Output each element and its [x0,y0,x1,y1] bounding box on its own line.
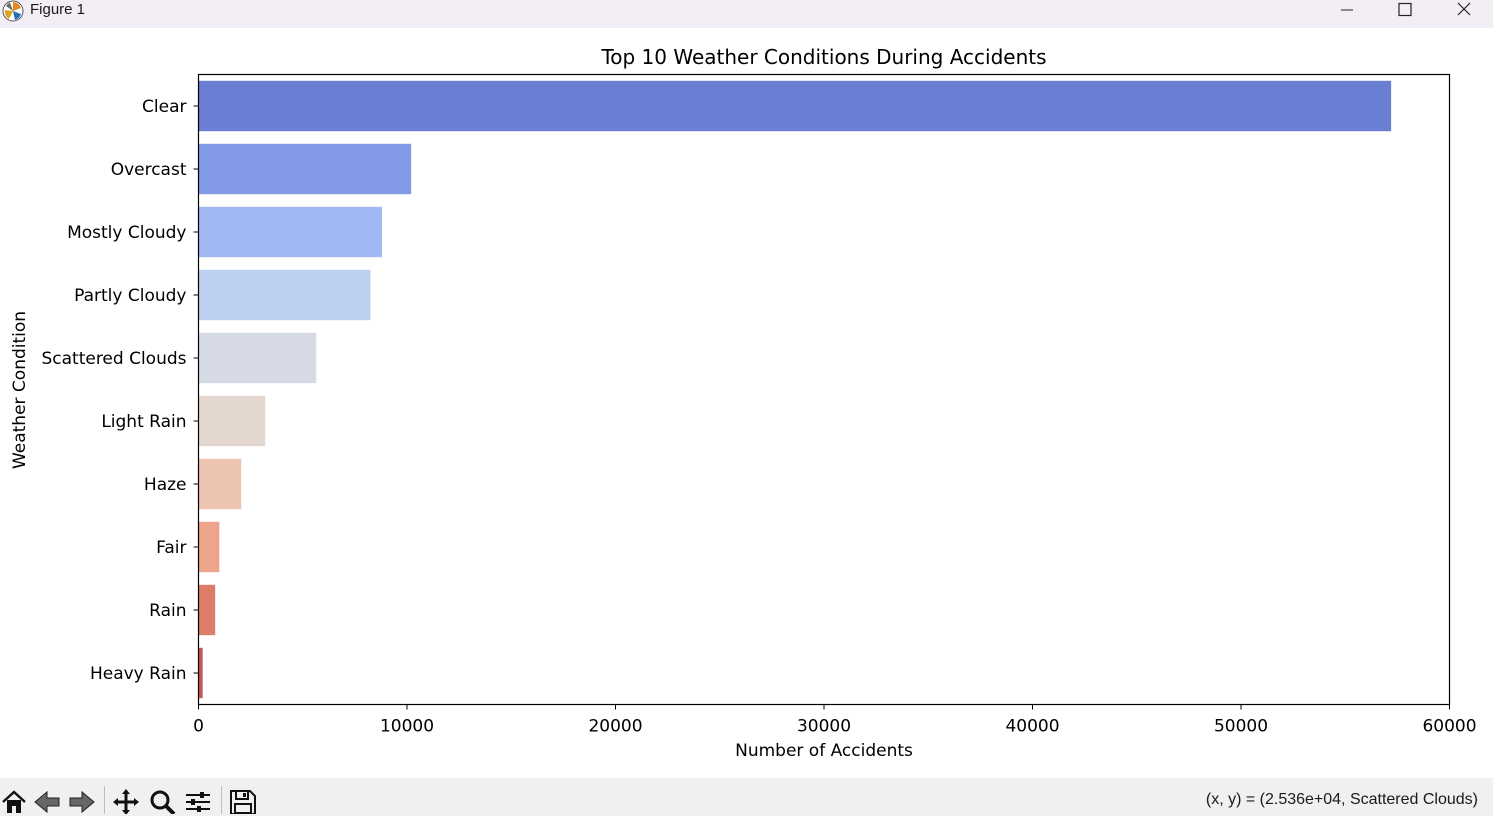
pan-icon [113,789,139,814]
zoom-icon [150,790,176,814]
close-button[interactable] [1441,0,1487,22]
y-tick-label: Clear [142,97,186,117]
bar [198,80,1392,132]
close-icon [1457,2,1471,16]
maximize-icon [1398,2,1412,17]
bar [198,269,371,321]
toolbar-separator [221,786,222,814]
y-tick-label: Haze [144,475,187,495]
back-icon [34,790,60,814]
bar [198,395,266,447]
window-title: Figure 1 [30,1,86,18]
chart-title: Top 10 Weather Conditions During Acciden… [600,45,1046,69]
toolbar-separator [104,786,105,814]
bar [198,458,242,510]
maximize-button[interactable] [1382,0,1428,22]
forward-button[interactable] [66,786,96,814]
y-tick-label: Light Rain [101,412,186,432]
configure-subplots-button[interactable] [183,786,213,814]
matplotlib-logo-icon [2,0,24,22]
cursor-coordinates: (x, y) = (2.536e+04, Scattered Clouds) [1205,791,1478,808]
x-axis-label: Number of Accidents [735,741,913,761]
y-tick-label: Heavy Rain [90,664,187,684]
bar [198,647,203,699]
y-tick-label: Overcast [111,160,187,180]
x-tick-label: 10000 [380,717,434,737]
window-titlebar: Figure 1 [0,0,1493,28]
bar [198,584,216,636]
bar [198,332,317,384]
y-tick-label: Partly Cloudy [74,286,186,306]
configure-subplots-icon [186,792,210,812]
x-tick-label: 60000 [1422,717,1476,737]
back-button[interactable] [33,786,63,814]
save-button[interactable] [228,786,258,814]
x-tick-label: 40000 [1005,717,1059,737]
forward-icon [69,790,95,814]
x-tick-label: 50000 [1214,717,1268,737]
home-button[interactable] [0,786,30,814]
zoom-button[interactable] [147,786,177,814]
y-tick-label: Scattered Clouds [41,349,186,369]
y-tick-label: Fair [156,538,186,558]
y-axis-label: Weather Condition [10,311,30,469]
y-tick-label: Mostly Cloudy [67,223,186,243]
home-icon [2,790,26,813]
pan-button[interactable] [111,786,141,814]
y-tick-label: Rain [149,601,186,621]
minimize-icon [1341,9,1353,11]
minimize-button[interactable] [1324,0,1370,22]
bar [198,521,220,573]
x-tick-label: 20000 [588,717,642,737]
bar [198,206,382,258]
bar [198,143,412,195]
save-icon [230,790,256,814]
x-tick-label: 0 [193,717,204,737]
bar-chart[interactable]: Top 10 Weather Conditions During Acciden… [0,28,1493,778]
x-tick-label: 30000 [797,717,851,737]
